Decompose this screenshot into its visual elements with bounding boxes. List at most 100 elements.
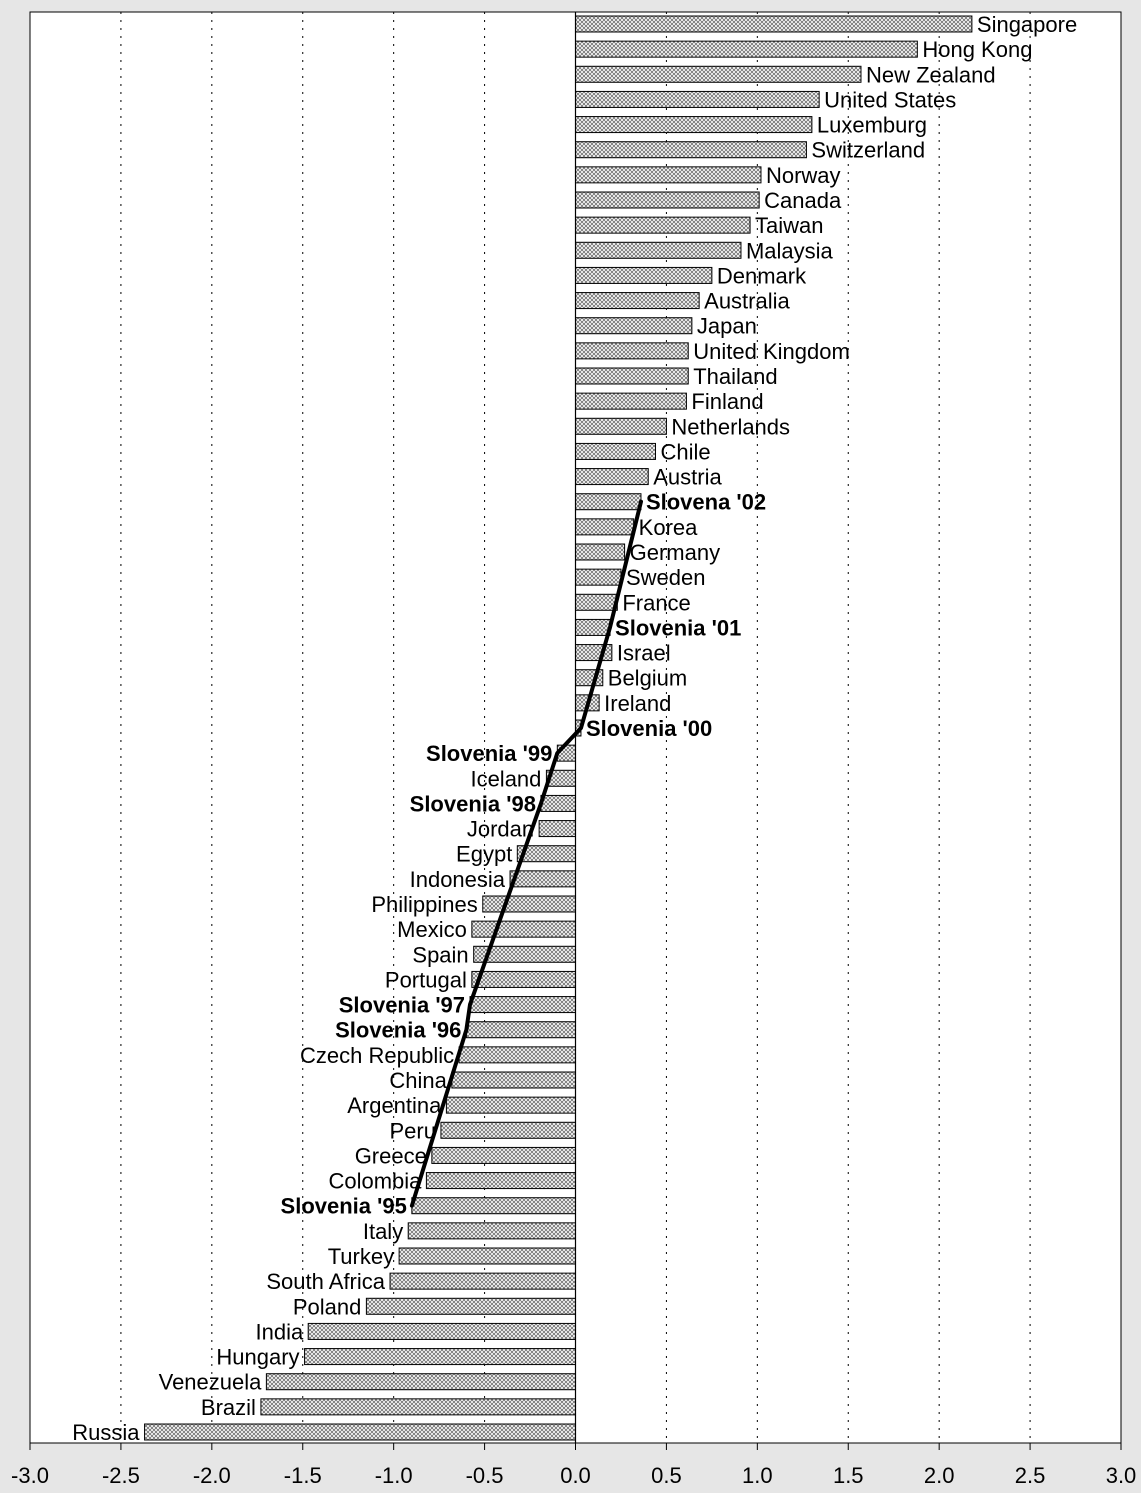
label-czech-republic: Czech Republic [300, 1043, 454, 1068]
label-belgium: Belgium [608, 666, 687, 691]
label-poland: Poland [293, 1294, 362, 1319]
bar-china [451, 1071, 576, 1089]
bar-slovenia-98 [540, 794, 576, 812]
bar-south-africa [389, 1272, 576, 1290]
label-slovenia-96: Slovenia '96 [335, 1018, 461, 1043]
x-tick-label: 2.5 [1015, 1463, 1046, 1488]
bar-colombia [425, 1172, 576, 1190]
label-spain: Spain [412, 942, 468, 967]
label-norway: Norway [766, 163, 841, 188]
bar-philippines [482, 895, 577, 913]
label-ireland: Ireland [604, 691, 671, 716]
bar-switzerland [575, 141, 807, 159]
bar-france [575, 593, 618, 611]
bar-slovenia-95 [411, 1197, 576, 1215]
bar-jordan [538, 820, 577, 838]
bar-slovena-02 [575, 493, 642, 511]
label-canada: Canada [764, 188, 842, 213]
label-hong-kong: Hong Kong [922, 37, 1032, 62]
x-tick-label: -1.0 [375, 1463, 413, 1488]
label-slovenia-99: Slovenia '99 [426, 741, 552, 766]
label-united-kingdom: United Kingdom [693, 339, 850, 364]
slovenia-trend-line [409, 499, 643, 1208]
label-malaysia: Malaysia [746, 238, 834, 263]
x-tick-label: 2.0 [924, 1463, 955, 1488]
bar-mexico [471, 920, 577, 938]
bar-indonesia [509, 870, 577, 888]
bar-brazil [260, 1398, 576, 1416]
label-colombia: Colombia [328, 1169, 422, 1194]
label-iceland: Iceland [470, 766, 541, 791]
label-peru: Peru [389, 1118, 435, 1143]
label-thailand: Thailand [693, 364, 777, 389]
slovenia-trend [409, 499, 643, 1208]
label-indonesia: Indonesia [410, 867, 506, 892]
bar-hungary [304, 1348, 576, 1366]
label-slovenia-98: Slovenia '98 [410, 791, 536, 816]
bar-new-zealand [575, 65, 862, 83]
label-new-zealand: New Zealand [866, 62, 996, 87]
label-slovena-02: Slovena '02 [646, 490, 766, 515]
label-austria: Austria [653, 465, 722, 490]
bar-czech-republic [458, 1046, 577, 1064]
label-israel: Israel [617, 641, 671, 666]
x-axis: -3.0 -2.5 -2.0 -1.5 -1.0 -0.5 0.0 0.5 1.0 1.5 2.0 2… [11, 1443, 1136, 1488]
label-portugal: Portugal [385, 967, 467, 992]
label-netherlands: Netherlands [671, 414, 790, 439]
x-tick-label: -3.0 [11, 1463, 49, 1488]
label-hungary: Hungary [216, 1345, 299, 1370]
bar-russia [144, 1423, 576, 1441]
bar-netherlands [575, 417, 667, 435]
bar-singapore [575, 15, 973, 33]
label-luxemburg: Luxemburg [817, 113, 927, 138]
label-taiwan: Taiwan [755, 213, 823, 238]
label-finland: Finland [691, 389, 763, 414]
bar-korea [575, 518, 635, 536]
label-south-africa: South Africa [266, 1269, 385, 1294]
bar-canada [575, 191, 760, 209]
bars [144, 15, 973, 1441]
label-mexico: Mexico [397, 917, 467, 942]
bar-slovenia-96 [465, 1021, 576, 1039]
label-slovenia-97: Slovenia '97 [339, 993, 465, 1018]
bar-argentina [445, 1096, 577, 1114]
label-jordan: Jordan [467, 817, 534, 842]
bar-italy [407, 1222, 577, 1240]
label-turkey: Turkey [328, 1244, 394, 1269]
label-india: India [255, 1319, 303, 1344]
bar-malaysia [575, 241, 742, 259]
bar-germany [575, 543, 626, 561]
label-chile: Chile [661, 439, 711, 464]
bar-austria [575, 468, 649, 486]
label-russia: Russia [72, 1420, 140, 1445]
bar-australia [575, 292, 700, 310]
bar-venezuela [265, 1373, 576, 1391]
label-united-states: United States [824, 87, 956, 112]
label-slovenia-95: Slovenia '95 [281, 1194, 407, 1219]
x-tick-label: -1.5 [284, 1463, 322, 1488]
bar-turkey [398, 1247, 576, 1265]
bar-slovenia-97 [469, 996, 576, 1014]
bar-india [307, 1322, 576, 1340]
bar-greece [431, 1146, 576, 1164]
bar-united-kingdom [575, 342, 689, 360]
bar-chile [575, 442, 657, 460]
bar-luxemburg [575, 116, 813, 134]
label-switzerland: Switzerland [811, 138, 925, 163]
label-argentina: Argentina [347, 1093, 442, 1118]
bar-peru [440, 1121, 576, 1139]
label-slovenia-01: Slovenia '01 [615, 615, 741, 640]
x-tick-label: -0.5 [466, 1463, 504, 1488]
bar-denmark [575, 266, 713, 284]
bar-poland [365, 1297, 576, 1315]
bar-norway [575, 166, 762, 184]
label-egypt: Egypt [456, 842, 512, 867]
label-china: China [389, 1068, 447, 1093]
label-brazil: Brazil [201, 1395, 256, 1420]
label-singapore: Singapore [977, 12, 1077, 37]
bar-united-states [575, 90, 820, 108]
bar-japan [575, 317, 693, 335]
label-germany: Germany [630, 540, 720, 565]
bar-hong-kong [575, 40, 918, 58]
